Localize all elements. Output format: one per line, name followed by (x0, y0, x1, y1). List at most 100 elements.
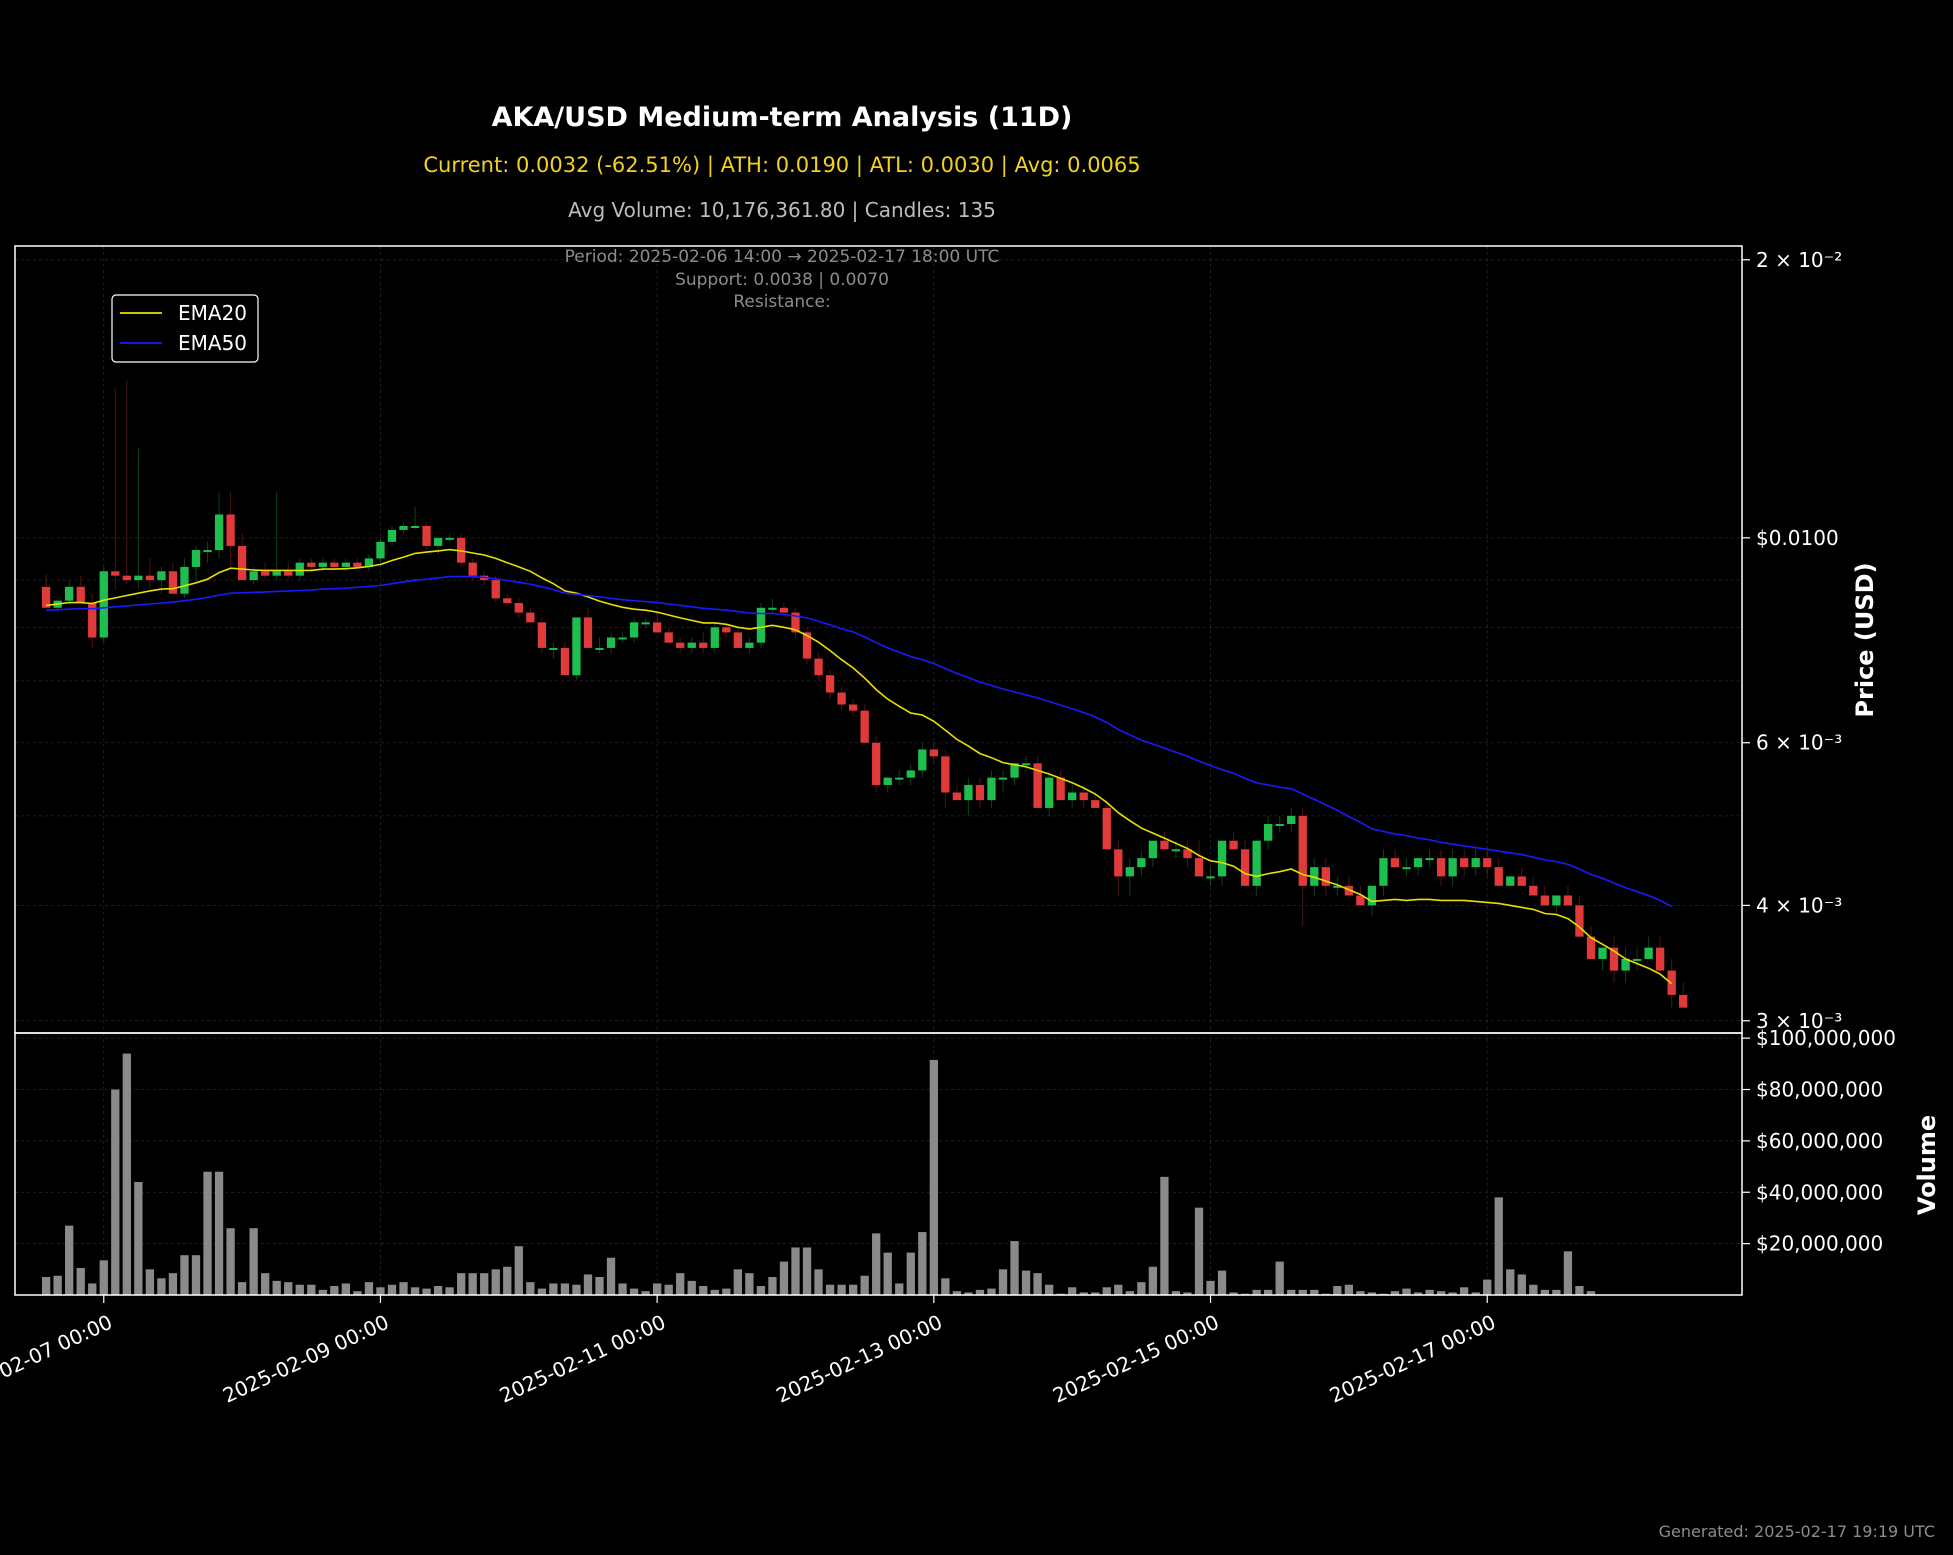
candle-body (779, 607, 789, 613)
volume-bar (387, 1284, 397, 1295)
volume-bar (583, 1274, 593, 1295)
volume-bar (341, 1283, 351, 1295)
volume-bar (1563, 1251, 1573, 1295)
price-y-tick-label: 4 × 10⁻³ (1756, 893, 1842, 917)
candle-body (1229, 840, 1238, 850)
volume-bar (1575, 1286, 1584, 1295)
volume-bar (929, 1059, 938, 1295)
volume-bar (445, 1287, 454, 1295)
candle-body (1021, 763, 1031, 766)
candle-body (814, 658, 823, 676)
candle-body (1183, 849, 1192, 859)
volume-bar (549, 1283, 558, 1295)
volume-bar (111, 1089, 120, 1295)
volume-bar (457, 1273, 466, 1295)
candle-body (203, 550, 212, 553)
candle-body (272, 571, 281, 576)
candle-body (710, 627, 719, 648)
candle-body (180, 566, 189, 594)
x-tick-label: 2025-02-09 00:00 (219, 1310, 392, 1408)
candle-body (768, 607, 777, 610)
candle-body (802, 632, 812, 659)
volume-y-tick-label: $60,000,000 (1756, 1129, 1883, 1153)
volume-bar (1021, 1270, 1031, 1295)
candle-body (1425, 858, 1434, 861)
volume-bar (1068, 1287, 1077, 1295)
volume-bar (595, 1277, 604, 1295)
volume-bar (883, 1252, 892, 1295)
candle-body (330, 562, 339, 567)
candle-body (848, 704, 858, 711)
volume-bar (537, 1288, 547, 1295)
candle-body (111, 571, 120, 576)
candle-body (503, 598, 512, 604)
candle-body (41, 586, 51, 608)
candle-body (1667, 970, 1676, 995)
volume-panel: $20,000,000 $40,000,000 $60,000,000 $80,000… (14, 1026, 1941, 1296)
volume-bar (261, 1273, 270, 1295)
candle-body (376, 541, 385, 559)
price-y-axis: 2 × 10⁻² $0.0100 6 × 10⁻³ 4 × 10⁻³ 3 × 10⁻³ (1742, 248, 1842, 1033)
candle-body (1379, 858, 1388, 886)
candle-body (1102, 807, 1111, 850)
volume-bar (1264, 1289, 1273, 1295)
candle-body (1010, 763, 1019, 778)
candle-body (1264, 823, 1273, 841)
candle-body (364, 558, 374, 567)
candle-body (1460, 858, 1469, 868)
volume-bar (99, 1260, 108, 1295)
candle-body (307, 562, 316, 567)
volume-bar (1390, 1291, 1400, 1295)
candle-body (837, 692, 846, 705)
volume-bar (756, 1286, 766, 1295)
volume-bar (249, 1228, 258, 1295)
volume-bar (157, 1278, 166, 1295)
volume-bar (1275, 1261, 1284, 1295)
volume-bar (560, 1283, 570, 1295)
candle-body (214, 514, 224, 551)
volume-bar (964, 1292, 973, 1295)
legend: EMA20 EMA50 (111, 294, 259, 363)
volume-bar (1367, 1292, 1377, 1295)
candle-body (1517, 876, 1526, 886)
candle-body (1448, 858, 1457, 877)
volume-bar (722, 1288, 731, 1295)
volume-bar (1217, 1270, 1227, 1295)
volume-bar (1183, 1292, 1192, 1295)
ema50-line (46, 575, 1673, 908)
volume-bar (652, 1283, 662, 1295)
ema20-line (46, 548, 1673, 985)
volume-bar (987, 1288, 996, 1295)
volume-bar (1540, 1289, 1550, 1295)
candle-body (1321, 867, 1330, 886)
price-y-axis-label: Price (USD) (1851, 562, 1879, 717)
candle-body (1298, 815, 1307, 886)
volume-bar (1229, 1292, 1238, 1295)
candle-body (1506, 876, 1515, 886)
volume-bar (376, 1287, 385, 1295)
volume-bar (1194, 1207, 1204, 1295)
volume-bar (168, 1273, 178, 1295)
candle-body (1563, 895, 1573, 906)
candle-body (99, 571, 108, 638)
candle-body (410, 525, 420, 528)
volume-bar (1529, 1284, 1538, 1295)
volume-bar (1160, 1176, 1169, 1295)
volume-bar (1148, 1266, 1158, 1295)
candle-body (387, 529, 397, 542)
candle-body (1091, 800, 1100, 808)
candle-body (1598, 947, 1607, 959)
volume-y-axis-label: Volume (1913, 1115, 1941, 1215)
volume-bar (353, 1291, 362, 1295)
volume-bar (1298, 1289, 1307, 1295)
period-text: Period: 2025-02-06 14:00 → 2025-02-17 18… (565, 247, 1000, 267)
candle-body (606, 637, 616, 648)
candle-body (1413, 858, 1423, 868)
volume-bar (134, 1181, 143, 1295)
volume-bar (180, 1255, 189, 1295)
candle-body (872, 742, 881, 786)
candle-body (941, 756, 950, 793)
volume-bar (779, 1261, 789, 1295)
candle-body (791, 612, 800, 633)
volume-bar (318, 1289, 327, 1295)
